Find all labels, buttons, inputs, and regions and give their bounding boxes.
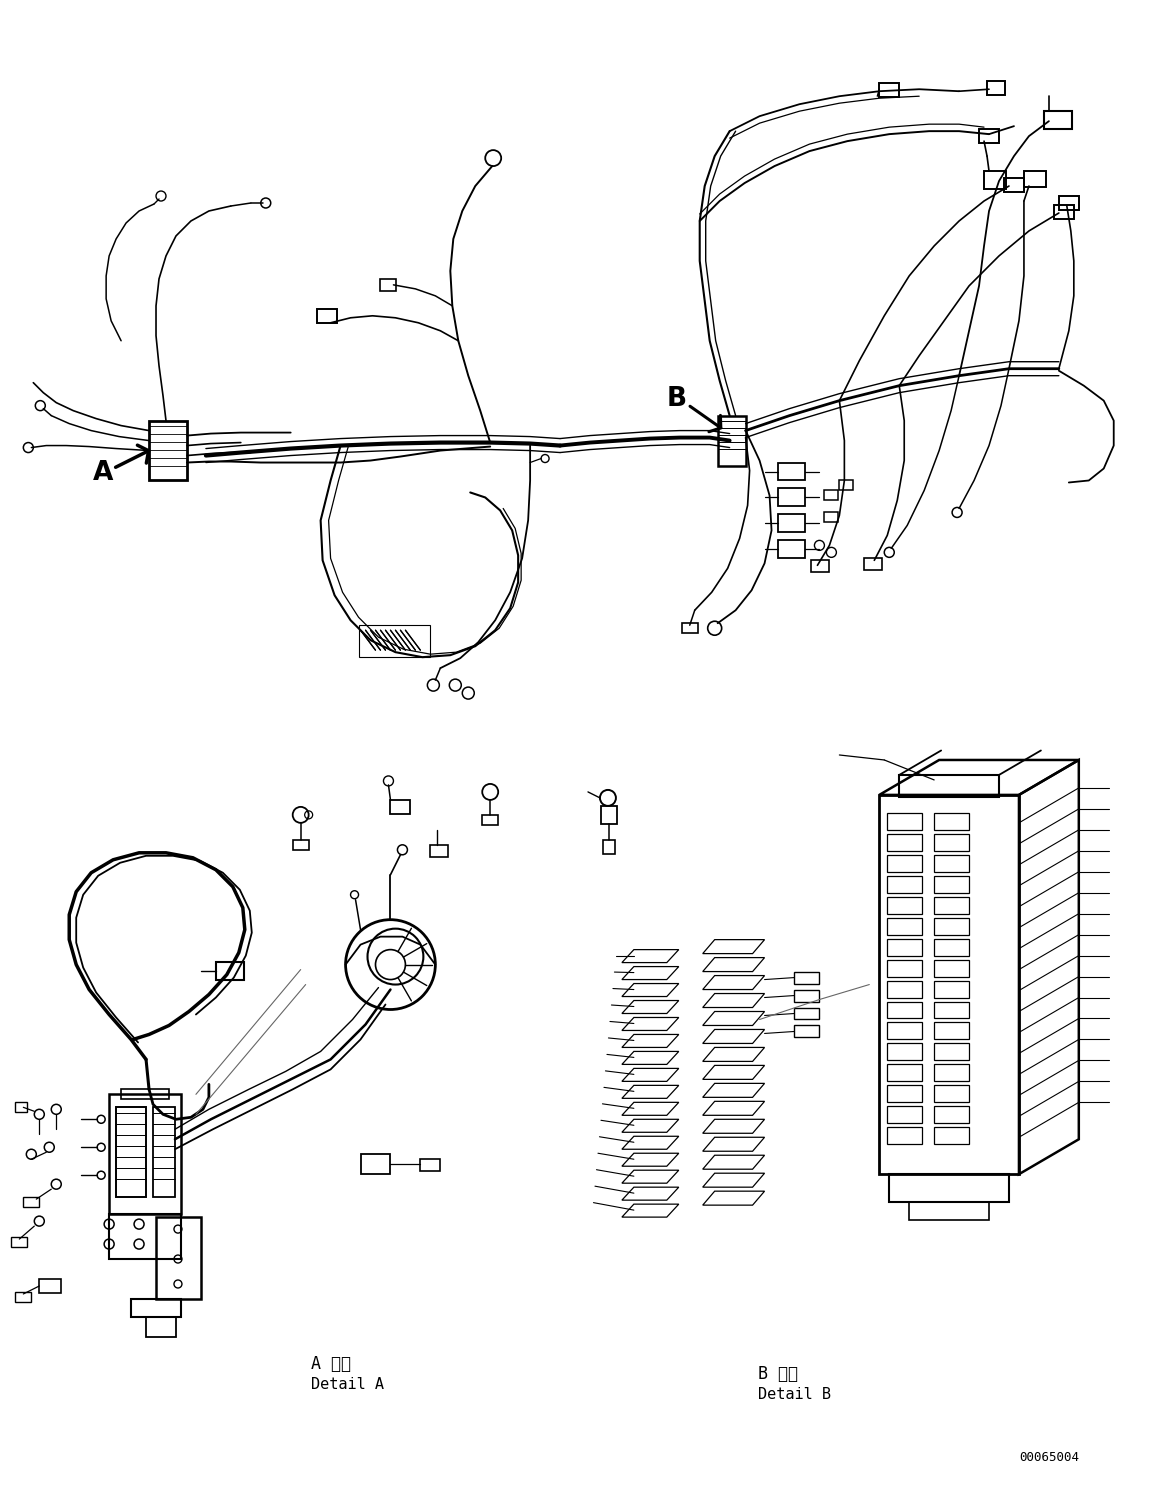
Bar bbox=[934, 1043, 969, 1061]
Bar bbox=[316, 310, 336, 323]
Bar bbox=[778, 488, 806, 506]
Bar bbox=[391, 801, 411, 814]
Bar bbox=[1023, 171, 1046, 187]
Bar bbox=[934, 1022, 969, 1040]
Bar bbox=[909, 1202, 989, 1220]
Text: Detail A: Detail A bbox=[311, 1376, 384, 1391]
Text: A 詳細: A 詳細 bbox=[311, 1356, 351, 1373]
Bar bbox=[934, 897, 969, 914]
Bar bbox=[154, 1107, 174, 1198]
Bar bbox=[602, 839, 615, 854]
Bar bbox=[718, 415, 745, 466]
Bar bbox=[934, 1001, 969, 1018]
Bar bbox=[794, 1025, 820, 1037]
Text: Detail B: Detail B bbox=[757, 1387, 830, 1402]
Bar bbox=[979, 129, 999, 143]
Bar bbox=[934, 981, 969, 997]
Bar bbox=[887, 854, 922, 872]
Bar bbox=[794, 1007, 820, 1019]
Bar bbox=[147, 1317, 176, 1336]
Bar bbox=[887, 918, 922, 934]
Bar bbox=[887, 939, 922, 955]
Bar bbox=[887, 981, 922, 997]
Bar bbox=[934, 1106, 969, 1123]
Bar bbox=[40, 1280, 62, 1293]
Bar bbox=[887, 1106, 922, 1123]
Bar bbox=[12, 1237, 27, 1247]
Bar bbox=[812, 561, 829, 573]
Bar bbox=[380, 278, 397, 290]
Bar bbox=[420, 1159, 441, 1171]
Bar bbox=[109, 1214, 181, 1259]
Bar bbox=[1054, 205, 1073, 219]
Bar bbox=[887, 1064, 922, 1082]
Bar bbox=[934, 1064, 969, 1082]
Bar bbox=[430, 845, 448, 857]
Bar bbox=[131, 1299, 181, 1317]
Text: 00065004: 00065004 bbox=[1019, 1451, 1079, 1464]
Bar bbox=[109, 1094, 181, 1214]
Bar bbox=[1058, 196, 1079, 210]
Text: B 詳細: B 詳細 bbox=[757, 1364, 798, 1382]
Bar bbox=[887, 960, 922, 976]
Bar bbox=[778, 515, 806, 533]
Bar bbox=[984, 171, 1006, 189]
Bar bbox=[794, 990, 820, 1001]
Bar bbox=[483, 815, 498, 824]
Bar bbox=[934, 1085, 969, 1103]
Bar bbox=[361, 1155, 391, 1174]
Bar bbox=[934, 960, 969, 976]
Bar bbox=[934, 854, 969, 872]
Bar bbox=[825, 512, 839, 522]
Bar bbox=[934, 812, 969, 830]
Bar bbox=[887, 1022, 922, 1040]
Bar bbox=[682, 623, 698, 634]
Bar bbox=[825, 491, 839, 500]
Bar bbox=[1044, 112, 1072, 129]
Bar bbox=[879, 83, 899, 97]
Bar bbox=[116, 1107, 147, 1198]
Bar bbox=[887, 1043, 922, 1061]
Bar bbox=[899, 775, 999, 798]
Bar bbox=[778, 540, 806, 558]
Bar bbox=[121, 1089, 169, 1100]
Bar bbox=[293, 839, 308, 850]
Bar bbox=[15, 1103, 27, 1113]
Bar bbox=[1004, 179, 1023, 192]
Bar bbox=[601, 806, 616, 824]
Bar bbox=[216, 961, 244, 979]
Bar bbox=[934, 918, 969, 934]
Bar bbox=[887, 833, 922, 851]
Bar bbox=[879, 795, 1019, 1174]
Bar bbox=[887, 1001, 922, 1018]
Bar bbox=[987, 82, 1005, 95]
Bar bbox=[15, 1292, 31, 1302]
Bar bbox=[358, 625, 430, 658]
Text: A: A bbox=[93, 460, 114, 485]
Bar bbox=[23, 1198, 40, 1207]
Bar bbox=[934, 939, 969, 955]
Text: B: B bbox=[666, 385, 687, 412]
Bar bbox=[887, 1085, 922, 1103]
Bar bbox=[887, 897, 922, 914]
Bar bbox=[149, 421, 187, 481]
Bar bbox=[887, 812, 922, 830]
Bar bbox=[934, 876, 969, 893]
Bar bbox=[934, 1128, 969, 1144]
Bar bbox=[864, 558, 883, 570]
Bar bbox=[794, 972, 820, 984]
Bar bbox=[890, 1174, 1009, 1202]
Bar bbox=[840, 481, 854, 491]
Bar bbox=[156, 1217, 201, 1299]
Bar bbox=[887, 876, 922, 893]
Bar bbox=[778, 463, 806, 481]
Bar bbox=[887, 1128, 922, 1144]
Bar bbox=[934, 833, 969, 851]
